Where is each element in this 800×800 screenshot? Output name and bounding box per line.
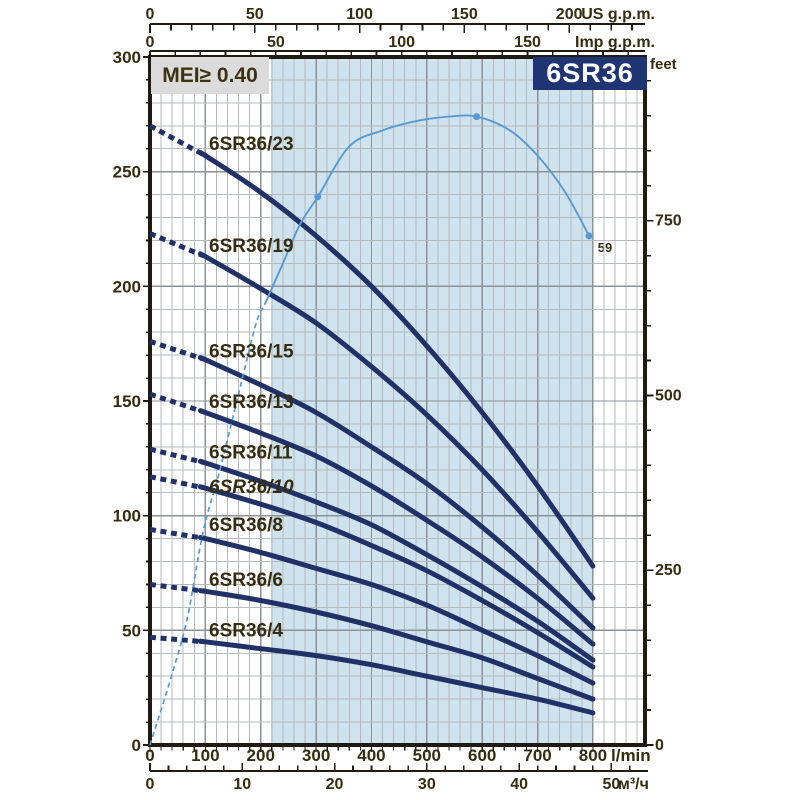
feet-tick-label: 750 (655, 213, 682, 230)
head-curve-6SR36/19 (197, 251, 596, 601)
head-curve-6SR36/8 (197, 534, 596, 686)
meters-tick-label: 0 (132, 736, 141, 755)
lmin-unit-label: l/min (611, 746, 651, 765)
imp-gpm-tick-label: 0 (146, 34, 155, 51)
lmin-tick-label: 600 (468, 746, 496, 765)
curve-label-6SR36/23: 6SR36/23 (209, 134, 294, 155)
lmin-tick-label: 200 (247, 746, 275, 765)
head-curve-dotted-6SR36/6 (149, 582, 203, 594)
head-curve-dotted-6SR36/4 (149, 634, 203, 645)
us-gpm-tick-label: 0 (146, 6, 155, 23)
efficiency-curve (263, 114, 590, 306)
imp-gpm-tick-label: 100 (388, 34, 415, 51)
head-curve-6SR36/15 (197, 355, 596, 631)
head-curve-6SR36/13 (197, 408, 596, 647)
feet-tick-label: 250 (655, 562, 682, 579)
head-curve-dotted-6SR36/8 (149, 526, 203, 541)
meters-tick-label: 250 (113, 163, 141, 182)
curve-label-6SR36/8: 6SR36/8 (209, 515, 283, 536)
efficiency-marker (473, 113, 481, 121)
us-gpm-unit-label: US g.p.m. (581, 6, 655, 23)
efficiency-marker (585, 232, 593, 240)
mei-badge: MEI≥ 0.40 (151, 57, 269, 94)
m3h-tick-label: 40 (510, 776, 528, 793)
head-curve-6SR36/6 (197, 588, 596, 702)
lmin-tick-label: 500 (413, 746, 441, 765)
meters-tick-label: 200 (113, 277, 141, 296)
feet-unit-label: feet (650, 56, 677, 73)
m3h-unit-label: м³/ч (618, 776, 649, 793)
us-gpm-tick-label: 200 (556, 6, 583, 23)
us-gpm-tick-label: 100 (346, 6, 373, 23)
us-gpm-tick-label: 150 (451, 6, 478, 23)
head-curve-dotted-6SR36/10 (149, 474, 204, 491)
imp-gpm-tick-label: 150 (514, 34, 541, 51)
meters-tick-label: 50 (122, 621, 141, 640)
meters-tick-label: 300 (113, 48, 141, 67)
m3h-tick-label: 30 (418, 776, 436, 793)
head-curve-6SR36/10 (197, 484, 596, 670)
feet-tick-label: 500 (655, 387, 682, 404)
curve-label-6SR36/11: 6SR36/11 (209, 443, 293, 464)
model-badge: 6SR36 (533, 57, 647, 90)
lmin-tick-label: 0 (145, 746, 154, 765)
plot-border (148, 55, 647, 747)
lmin-tick-label: 800 (579, 746, 607, 765)
lmin-tick-label: 300 (302, 746, 330, 765)
curve-label-6SR36/19: 6SR36/19 (209, 236, 294, 257)
meters-tick-label: 100 (113, 507, 141, 526)
efficiency-marker (314, 193, 322, 201)
m3h-tick-label: 50 (602, 776, 620, 793)
curve-label-6SR36/6: 6SR36/6 (209, 570, 283, 591)
curve-label-6SR36/15: 6SR36/15 (209, 342, 294, 363)
us-gpm-tick-label: 50 (246, 6, 264, 23)
curve-label-6SR36/13: 6SR36/13 (209, 392, 294, 413)
imp-gpm-tick-label: 50 (267, 34, 285, 51)
head-curve-dotted-6SR36/11 (149, 446, 204, 465)
m3h-tick-label: 20 (326, 776, 344, 793)
meters-tick-label: 150 (113, 392, 141, 411)
lmin-tick-label: 100 (191, 746, 219, 765)
curve-label-6SR36/4: 6SR36/4 (209, 620, 283, 641)
head-curve-6SR36/23 (197, 149, 596, 569)
efficiency-curve-dashed (149, 304, 266, 746)
curve-label-6SR36/10: 6SR36/10 (209, 477, 294, 498)
efficiency-59-label: 59 (598, 240, 612, 255)
feet-tick-label: 0 (655, 737, 664, 754)
imp-gpm-unit-label: Imp g.p.m. (575, 34, 655, 51)
head-curve-dotted-6SR36/23 (148, 123, 204, 157)
head-curve-6SR36/4 (197, 638, 596, 716)
m3h-tick-label: 0 (146, 776, 155, 793)
m3h-tick-label: 10 (233, 776, 251, 793)
lmin-tick-label: 700 (523, 746, 551, 765)
lmin-tick-label: 400 (357, 746, 385, 765)
